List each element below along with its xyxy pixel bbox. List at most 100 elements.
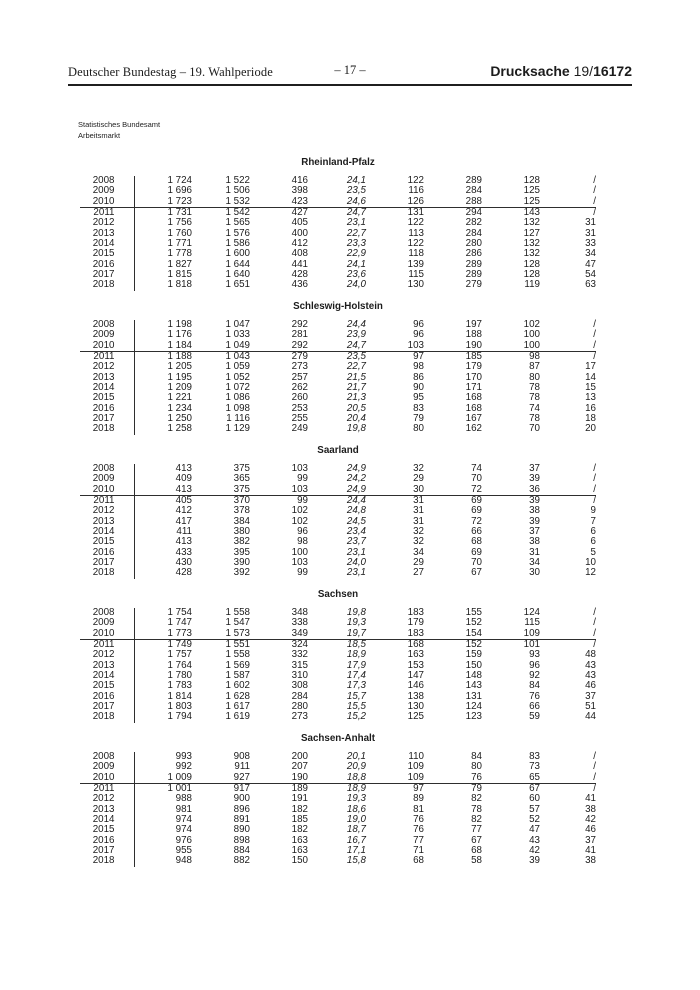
value-cell: 97: [413, 782, 424, 794]
value-cell: 27: [413, 567, 424, 579]
year-cell: 2016: [80, 691, 135, 702]
value-cell: 988: [175, 793, 192, 805]
value-cell: 976: [175, 834, 192, 846]
value-cell: /: [540, 484, 596, 496]
value-cell: 93: [529, 649, 540, 661]
value-cell: 1 780: [167, 669, 192, 681]
value-cell: /: [593, 350, 596, 362]
value-cell: 12: [585, 567, 596, 579]
value-cell: 1 773: [134, 628, 192, 640]
value-cell: 20,5: [346, 402, 366, 414]
value-cell: 1 757: [167, 649, 192, 661]
value-cell: 19,3: [346, 617, 366, 629]
value-cell: 170: [465, 371, 482, 383]
value-cell: 34: [585, 248, 596, 260]
value-cell: 38: [529, 505, 540, 517]
value-cell: 38: [585, 855, 596, 867]
source-line-2: Arbeitsmarkt: [78, 131, 121, 140]
value-cell: 76: [413, 824, 424, 836]
table-row: 2016 1 827 1 644 441 24,1 139 289 128 47: [80, 258, 596, 270]
table-row: 2008 1 198 1 047 292 24,4 96 197 102 /: [80, 319, 596, 331]
value-cell: 17,1: [346, 844, 366, 856]
value-cell: 413: [175, 536, 192, 548]
value-cell: 18,9: [346, 649, 366, 661]
value-cell: 189: [291, 782, 308, 794]
value-cell: 31: [585, 217, 596, 229]
value-cell: 1 815: [167, 268, 192, 280]
value-cell: 43: [529, 834, 540, 846]
value-cell: 1 696: [167, 185, 192, 197]
value-cell: 13: [585, 392, 596, 404]
value-cell: 378: [233, 505, 250, 517]
value-cell: 1 116: [226, 412, 250, 424]
value-cell: 183: [407, 607, 424, 618]
year-cell: 2015: [80, 248, 135, 260]
value-cell: 1 749: [167, 638, 192, 650]
value-cell: 66: [529, 700, 540, 712]
table-row: 2009 992 911 207 20,9 109 80 73 /: [80, 761, 596, 773]
value-cell: 1 576: [225, 227, 250, 239]
value-cell: 34: [529, 556, 540, 568]
value-cell: 138: [407, 690, 424, 702]
value-cell: 20,4: [346, 412, 366, 424]
value-cell: 1 573: [192, 628, 250, 640]
value-cell: 36: [482, 484, 540, 496]
year-cell: 2014: [80, 238, 135, 250]
value-cell: 911: [234, 761, 250, 773]
value-cell: /: [593, 319, 596, 330]
value-cell: 1 723: [134, 196, 192, 208]
year-cell: 2011: [80, 351, 135, 363]
value-cell: 1 188: [167, 350, 192, 362]
value-cell: 428: [291, 268, 308, 280]
value-cell: 890: [233, 824, 250, 836]
value-cell: 1 043: [225, 350, 250, 362]
table-row: 2014 974 891 185 19,0 76 82 52 42: [80, 813, 596, 826]
value-cell: 1 586: [225, 237, 250, 249]
value-cell: 147: [407, 669, 424, 681]
table-row: 2009 1 747 1 547 338 19,3 179 152 115 /: [80, 617, 596, 629]
value-cell: 96: [297, 525, 308, 537]
year-cell: 2010: [80, 484, 135, 496]
value-cell: 130: [407, 700, 424, 712]
value-cell: 78: [529, 412, 540, 424]
drucksache-label: Drucksache: [490, 63, 570, 79]
value-cell: 349: [250, 628, 308, 640]
value-cell: 6: [590, 525, 596, 537]
value-cell: 1 756: [167, 217, 192, 229]
value-cell: 21,3: [346, 392, 366, 404]
table-row: 2009 409 365 99 24,2 29 70 39 /: [80, 473, 596, 485]
value-cell: 168: [465, 392, 482, 404]
value-cell: 1 184: [134, 340, 192, 352]
value-cell: 66: [471, 525, 482, 537]
year-cell: 2011: [80, 783, 135, 795]
value-cell: 1 033: [225, 329, 250, 341]
value-cell: 123: [465, 711, 482, 723]
value-cell: 101: [523, 638, 540, 650]
value-cell: 163: [291, 844, 308, 856]
value-cell: 19,8: [346, 607, 366, 618]
year-cell: 2009: [80, 617, 135, 629]
value-cell: 1 778: [167, 248, 192, 260]
value-cell: 289: [465, 258, 482, 270]
value-cell: 14: [585, 371, 596, 383]
value-cell: 15,5: [346, 700, 366, 712]
value-cell: 78: [529, 381, 540, 393]
value-cell: 974: [175, 813, 192, 825]
value-cell: 22,7: [346, 227, 366, 239]
value-cell: 324: [291, 638, 308, 650]
value-cell: 19,8: [346, 423, 366, 435]
value-cell: 73: [529, 761, 540, 773]
value-cell: 179: [407, 617, 424, 629]
source-line-1: Statistisches Bundesamt: [78, 120, 161, 129]
value-cell: 163: [407, 649, 424, 661]
table-row: 2011 1 001 917 189 18,9 97 79 67 /: [80, 782, 596, 795]
year-cell: 2016: [80, 835, 135, 846]
value-cell: 54: [585, 268, 596, 280]
value-cell: 273: [291, 361, 308, 373]
value-cell: 69: [471, 546, 482, 558]
table-row: 2017 1 803 1 617 280 15,5 130 124 66 51: [80, 700, 596, 713]
value-cell: 24,1: [346, 175, 366, 186]
value-cell: 408: [291, 248, 308, 260]
value-cell: 1 221: [167, 392, 192, 404]
